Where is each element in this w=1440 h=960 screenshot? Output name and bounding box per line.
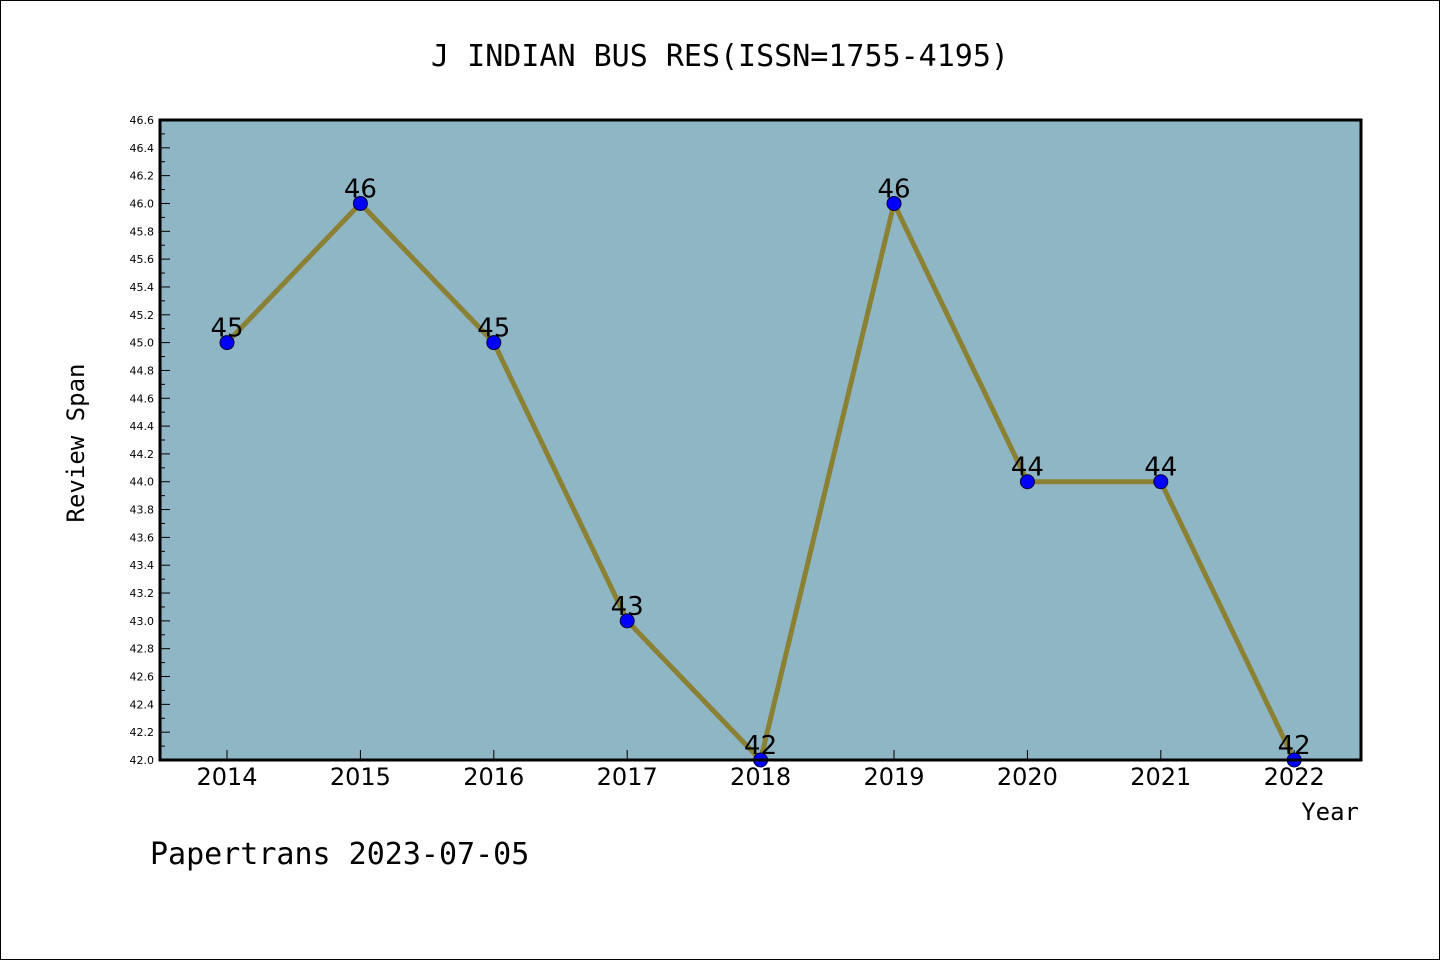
plot-border <box>158 118 1363 762</box>
x-tick-label: 2014 <box>196 763 257 791</box>
x-tick-label: 2018 <box>730 763 791 791</box>
x-tick-label: 2017 <box>597 763 658 791</box>
data-point-marker <box>486 335 502 351</box>
y-tick-label: 46.6 <box>130 114 155 127</box>
y-tick-label: 42.2 <box>130 726 155 739</box>
x-tick-label: 2016 <box>463 763 524 791</box>
y-tick-label: 46.4 <box>130 142 155 155</box>
y-tick-label: 42.8 <box>130 643 155 656</box>
y-tick-label: 46.2 <box>130 170 155 183</box>
data-label: 45 <box>210 314 243 344</box>
y-axis-title: Review Span <box>62 364 90 523</box>
y-tick-label: 45.2 <box>130 309 155 322</box>
data-label-layer: 45 46 45 43 42 46 44 44 42 <box>210 174 1310 761</box>
data-point-marker <box>1019 474 1035 490</box>
y-tick-label: 45.0 <box>130 337 155 350</box>
x-axis-title: Year <box>1301 798 1359 826</box>
y-tick-label: 45.8 <box>130 225 155 238</box>
y-tick-label: 43.4 <box>130 559 155 572</box>
y-tick-label: 46.0 <box>130 197 155 210</box>
data-label: 43 <box>611 592 644 622</box>
y-tick-label: 45.6 <box>130 253 155 266</box>
y-tick-label: 42.4 <box>130 698 155 711</box>
data-point-marker <box>219 335 235 351</box>
plot-area <box>160 120 1361 760</box>
y-tick-label: 44.2 <box>130 448 155 461</box>
data-label: 45 <box>477 314 510 344</box>
data-label: 44 <box>1144 453 1177 483</box>
data-point-marker <box>619 613 635 629</box>
data-label: 44 <box>1011 453 1044 483</box>
y-tick-label: 44.6 <box>130 392 155 405</box>
data-point-marker <box>1153 474 1169 490</box>
y-tick-label: 42.0 <box>130 754 155 767</box>
x-tick-label: 2019 <box>863 763 924 791</box>
data-point-marker <box>886 195 902 211</box>
data-label: 46 <box>344 174 377 204</box>
footer-text: Papertrans 2023-07-05 <box>150 837 529 872</box>
y-tick-label: 43.0 <box>130 615 155 628</box>
y-tick-label: 44.4 <box>130 420 155 433</box>
data-point-marker <box>352 195 368 211</box>
y-tick-label: 43.6 <box>130 531 155 544</box>
data-label: 42 <box>1278 731 1311 761</box>
y-tick-label: 45.4 <box>130 281 155 294</box>
data-label: 46 <box>877 174 910 204</box>
x-tick-label: 2020 <box>997 763 1058 791</box>
x-tick-label: 2015 <box>330 763 391 791</box>
y-tick-label: 44.0 <box>130 476 155 489</box>
y-axis: 42.0 42.2 42.4 42.6 42.8 43.0 43.2 43.4 43.6 43.8… <box>130 114 170 767</box>
y-tick-label: 44.8 <box>130 364 155 377</box>
x-tick-label: 2022 <box>1264 763 1325 791</box>
x-axis: 2014 2015 2016 2017 2018 2019 2020 2021 2022 <box>196 750 1325 791</box>
chart-title: J INDIAN BUS RES(ISSN=1755-4195) <box>431 39 1009 74</box>
y-tick-label: 43.2 <box>130 587 155 600</box>
data-label: 42 <box>744 731 777 761</box>
y-tick-label: 42.6 <box>130 671 155 684</box>
y-tick-label: 43.8 <box>130 504 155 517</box>
x-tick-label: 2021 <box>1130 763 1191 791</box>
